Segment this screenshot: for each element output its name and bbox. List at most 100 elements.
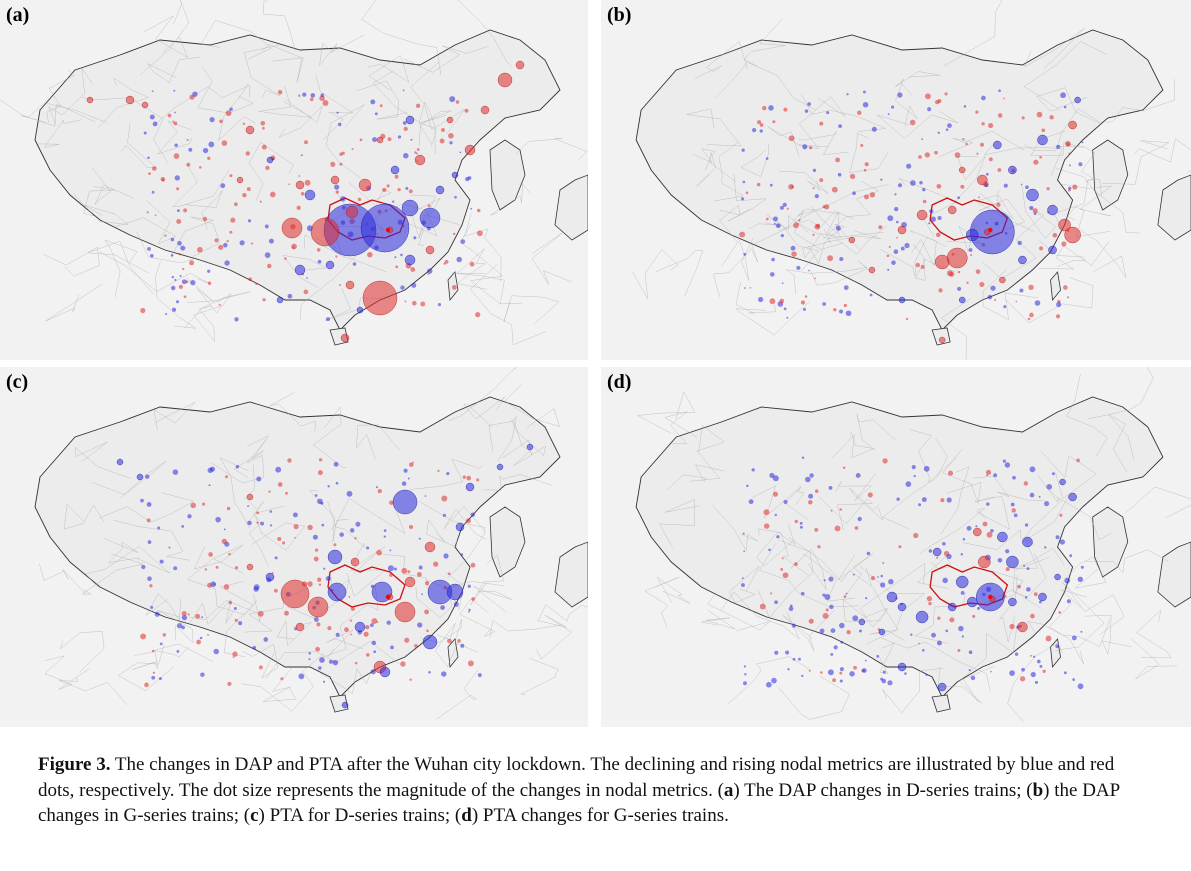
map-dot	[848, 236, 856, 244]
map-dot	[1059, 513, 1063, 517]
map-dot	[864, 162, 869, 167]
map-dot	[261, 144, 267, 150]
map-dot	[946, 497, 952, 503]
map-dot	[827, 255, 834, 262]
map-dot	[234, 618, 238, 622]
map-dot	[1056, 301, 1062, 308]
map-dot	[780, 567, 784, 571]
map-dot	[377, 488, 382, 494]
map-dot	[791, 623, 796, 628]
map-dot	[986, 474, 988, 477]
map-dot	[154, 214, 157, 216]
map-dot	[327, 485, 330, 488]
map-dot	[916, 209, 928, 221]
map-dot	[1051, 472, 1055, 476]
map-dot	[997, 113, 1003, 118]
map-dot	[1081, 141, 1084, 144]
map-dot	[242, 192, 247, 198]
map-dot	[145, 474, 150, 479]
map-dot	[140, 307, 146, 314]
map-dot	[978, 196, 980, 199]
map-dot	[1042, 669, 1046, 673]
map-dot	[268, 238, 274, 244]
map-dot	[360, 203, 410, 253]
map-dot	[915, 262, 920, 268]
map-dot	[401, 199, 419, 217]
map-dot	[437, 303, 442, 307]
map-dot	[248, 277, 253, 282]
map-dot	[427, 273, 430, 275]
map-dot	[276, 296, 284, 304]
map-dot	[997, 531, 1008, 543]
map-dot	[937, 131, 940, 134]
map-dot	[178, 253, 181, 256]
map-dot	[962, 138, 965, 141]
map-dot	[968, 650, 973, 655]
map-dot	[170, 237, 175, 242]
map-dot	[232, 656, 235, 658]
map-dot	[957, 286, 962, 291]
map-dot	[900, 246, 905, 251]
map-dot	[215, 516, 221, 523]
map-dot	[976, 152, 979, 155]
map-dot	[819, 628, 825, 634]
map-dot	[743, 681, 747, 686]
map-dot	[177, 240, 182, 246]
map-dot	[746, 484, 749, 488]
map-dot	[1039, 155, 1042, 159]
map-dot	[420, 301, 426, 307]
map-dot	[867, 492, 873, 498]
map-dot	[304, 140, 308, 145]
map-dot	[1054, 573, 1061, 581]
map-dot	[965, 142, 968, 146]
map-dot	[392, 489, 418, 515]
map-dot	[958, 625, 964, 632]
map-dot	[438, 626, 441, 629]
map-dot	[999, 276, 1006, 284]
map-dot	[977, 606, 981, 610]
map-dot	[880, 582, 886, 588]
map-dot	[876, 654, 880, 658]
map-dot	[1039, 246, 1044, 251]
map-dot	[972, 614, 976, 618]
map-dot	[984, 183, 989, 188]
map-dot	[332, 660, 335, 663]
map-dot	[1026, 188, 1039, 202]
map-dot	[782, 202, 787, 207]
map-dot	[390, 165, 400, 175]
map-dot	[448, 132, 454, 139]
map-dot	[942, 577, 948, 584]
map-dot	[768, 105, 774, 111]
map-dot	[1020, 183, 1023, 186]
map-dot	[160, 176, 166, 182]
map-dot	[460, 553, 464, 556]
map-dot	[221, 140, 228, 146]
map-dot	[371, 618, 378, 625]
map-dot	[455, 522, 465, 532]
map-dot	[335, 632, 340, 637]
map-dot	[880, 178, 883, 181]
map-dot	[296, 205, 301, 210]
map-dot	[741, 577, 744, 580]
map-dot	[397, 135, 402, 139]
map-dot	[925, 673, 928, 677]
map-dot	[281, 217, 303, 239]
caption-part5: ) PTA changes for G-series trains.	[471, 805, 729, 826]
map-dot	[765, 157, 769, 160]
map-dot	[404, 637, 410, 643]
map-dot	[921, 648, 925, 652]
map-dot	[1036, 111, 1043, 118]
figure-caption: Figure 3. The changes in DAP and PTA aft…	[38, 752, 1148, 829]
map-dot	[149, 253, 154, 258]
map-dot	[274, 556, 278, 560]
map-dot	[229, 107, 233, 111]
map-dot	[919, 181, 923, 185]
map-dot	[869, 293, 873, 297]
map-dot	[781, 557, 784, 560]
map-dot	[239, 240, 245, 246]
map-dot	[937, 616, 941, 620]
map-dot	[277, 89, 283, 95]
map-dot	[1063, 671, 1067, 675]
map-dot	[359, 138, 363, 142]
map-dot	[893, 249, 899, 255]
